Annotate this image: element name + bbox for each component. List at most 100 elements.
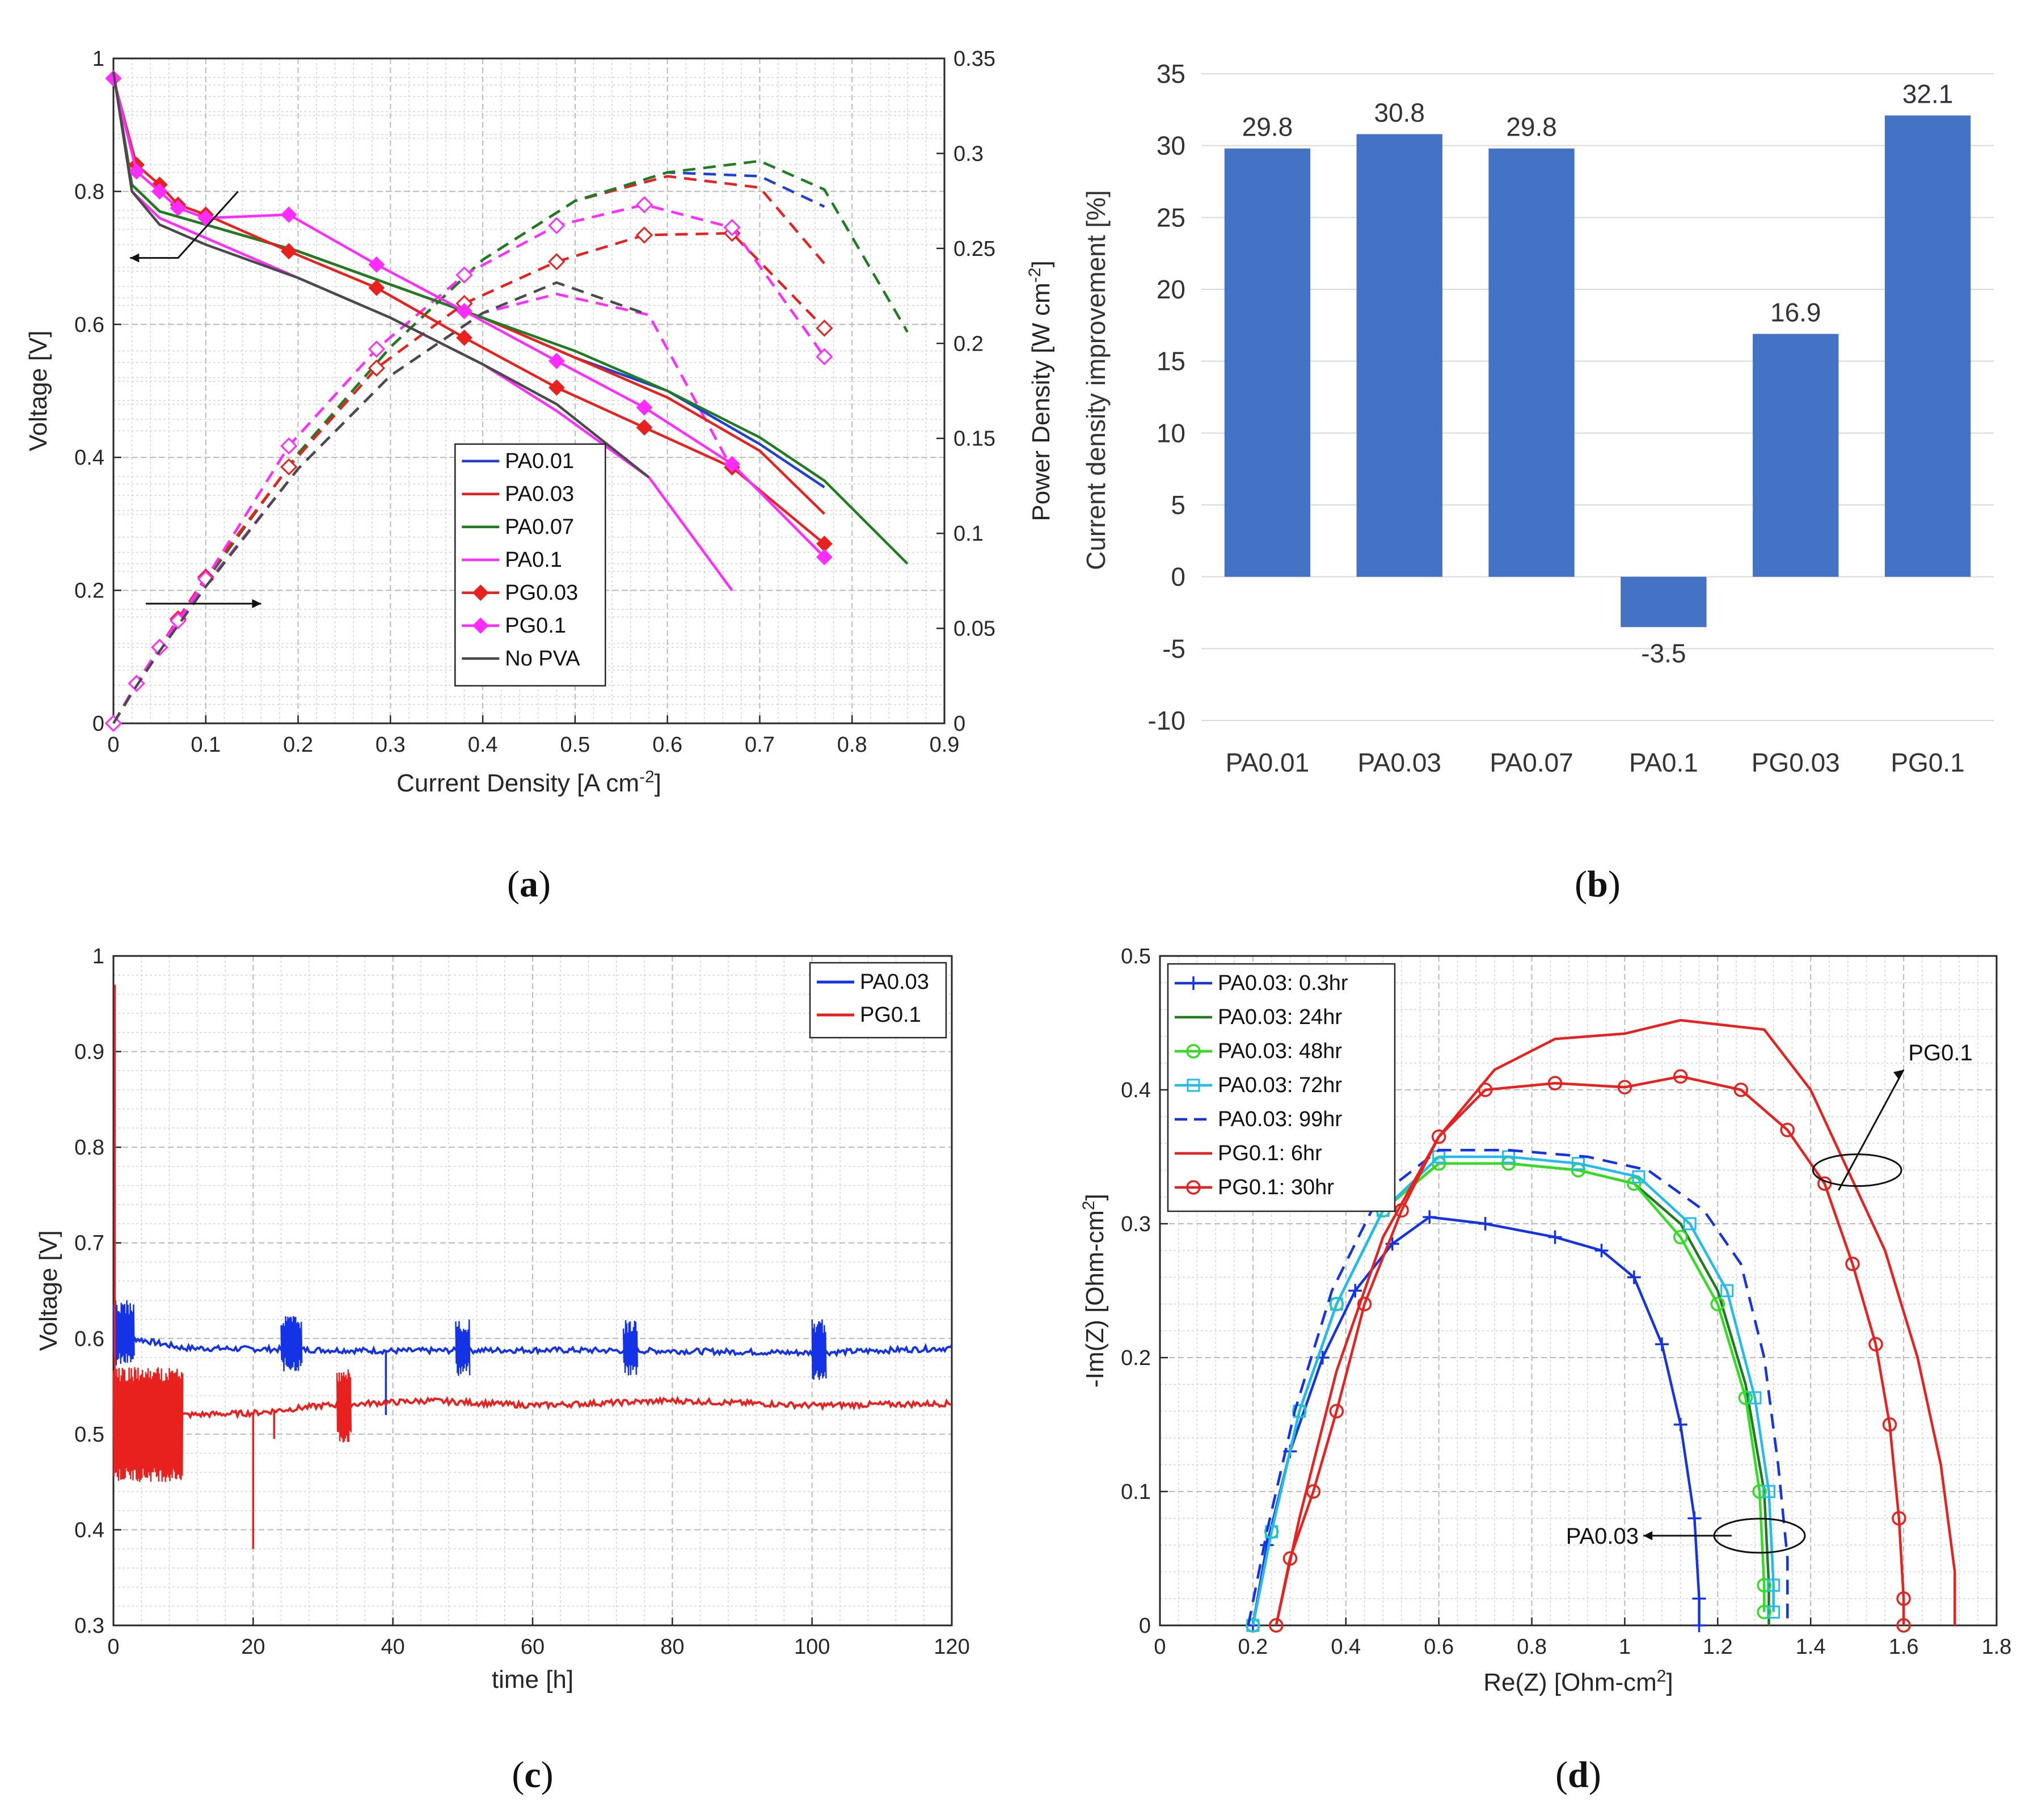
- bar-value-label: 32.1: [1902, 79, 1953, 108]
- caption-letter: a: [520, 863, 538, 905]
- panel-d-legend-label: PA0.03: 99hr: [1218, 1107, 1342, 1131]
- panel-a-power-marker: [368, 359, 386, 377]
- panel-d-xtick-label: 0.8: [1517, 1635, 1547, 1659]
- panel-c-legend-label: PA0.03: [860, 970, 929, 994]
- panel-d-marker: [1627, 1270, 1641, 1284]
- panel-c-xtick-label: 60: [521, 1635, 545, 1659]
- panel-b-ytick-label: -5: [1162, 634, 1185, 663]
- panel-c-ytick-label: 0.3: [74, 1614, 104, 1638]
- panel-d-marker: [1687, 1511, 1702, 1526]
- panel-d-legend-label: PA0.03: 48hr: [1218, 1039, 1342, 1063]
- panel-a-xlabel-end: ]: [655, 769, 661, 797]
- panel-d-marker: [1673, 1418, 1687, 1431]
- panel-a-ytick-label: 0.8: [74, 180, 104, 204]
- panel-a-voltage-marker: [280, 243, 297, 260]
- panel-a-ytick-label: 1: [92, 47, 104, 71]
- panel-d-marker: [1423, 1210, 1437, 1224]
- panel-c-legend: PA0.03 PG0.1: [809, 962, 947, 1039]
- panel-a-power-marker: [368, 340, 386, 358]
- caption-paren: (: [1555, 1754, 1568, 1796]
- panel-a-power-PA0.1: [112, 292, 733, 724]
- panel-d-marker: [1748, 1391, 1762, 1405]
- panel-d-marker: [1594, 1244, 1609, 1258]
- panel-d-xlabel-end: ]: [1666, 1669, 1673, 1696]
- panel-d-line-PG0.1: 30hr: [1275, 1075, 1905, 1626]
- panel-d: 0 0.2 0.4 0.6 0.8 1 1.2 1.4 1.6 1.8 0 0.1 0.2 0.3 0.4 0…: [1079, 945, 2012, 1796]
- panel-a-voltage-marker: [368, 256, 385, 273]
- panel-d-xtick-label: 1.6: [1889, 1635, 1919, 1659]
- panel-a-y2label: Power Density [W cm-2]: [1026, 260, 1056, 521]
- pa003-label: PA0.03: [1566, 1524, 1639, 1549]
- bar-PA0.1: [1621, 576, 1707, 627]
- panel-b-ytick-label: 20: [1157, 275, 1185, 304]
- panel-d-marker: [1548, 1230, 1562, 1244]
- panel-a-voltage-marker: [636, 419, 653, 436]
- panel-a-y2tick-label: 0.35: [953, 47, 995, 71]
- panel-c-ytick-label: 0.5: [74, 1423, 104, 1447]
- panel-a-minor-grid: [113, 58, 944, 723]
- panel-d-marker: [1710, 1296, 1725, 1312]
- panel-d-marker: [1330, 1297, 1343, 1311]
- panel-a-voltage-marker: [548, 379, 565, 396]
- panel-d-xlabel-sup: 2: [1657, 1667, 1666, 1686]
- panel-c-xtick-label: 80: [660, 1635, 684, 1659]
- panel-d-ytick-label: 0.5: [1121, 945, 1151, 968]
- panel-a-xtick-label: 0.1: [191, 733, 221, 757]
- bar-PA0.01: [1224, 148, 1311, 577]
- panel-a-power-marker: [280, 437, 298, 455]
- panel-a-xtick-label: 0.4: [468, 733, 498, 757]
- panel-c-caption: (c): [512, 1754, 553, 1796]
- panel-a-ytick-label: 0.4: [74, 446, 104, 470]
- panel-a-legend: PA0.01 PA0.03 PA0.07 PA0.1 PG0.03 PG0.1 No PVA: [454, 443, 606, 687]
- panel-a-voltage-marker: [170, 200, 187, 217]
- power-arrow-head: [252, 599, 261, 609]
- panel-d-xtick-label: 0.6: [1424, 1635, 1454, 1659]
- panel-d-xtick-label: 1.8: [1982, 1635, 2012, 1659]
- panel-a-y2tick-label: 0.15: [953, 427, 995, 451]
- panel-d-xtick-label: 1: [1619, 1635, 1631, 1659]
- panel-d-marker: [1478, 1082, 1493, 1097]
- panel-d-legend-label: PA0.03: 0.3hr: [1218, 971, 1348, 995]
- panel-c-ytick-label: 0.9: [74, 1040, 104, 1064]
- panel-a-power-No PVA: [112, 281, 649, 724]
- panel-a-power-marker: [816, 319, 833, 337]
- panel-a-voltage-marker: [128, 163, 145, 180]
- panel-b-ylabel: Current density improvement [%]: [1081, 190, 1111, 570]
- panel-b-ytick-label: 15: [1157, 347, 1185, 376]
- panel-d-legend-marker: [1187, 1078, 1200, 1092]
- panel-a-y2tick-label: 0.05: [953, 617, 995, 641]
- panel-b-ytick-label: 5: [1171, 490, 1185, 520]
- panel-a-legend-label: PA0.07: [505, 515, 574, 539]
- panel-a-caption: (a): [507, 863, 551, 905]
- panel-c-ytick-label: 0.6: [74, 1327, 104, 1351]
- panel-b-ytick-label: 25: [1157, 203, 1185, 232]
- panel-d-ytick-label: 0: [1139, 1614, 1151, 1638]
- panel-a-voltage-marker: [816, 549, 833, 566]
- panel-d-legend-label: PA0.03: 24hr: [1218, 1005, 1342, 1029]
- panel-d-legend-marker: [1187, 976, 1200, 990]
- panel-a-power-PA0.07: [112, 159, 909, 724]
- panel-d-line-PA0.03: 0.3hr: [1251, 1215, 1701, 1626]
- panel-d-marker: [1767, 1578, 1780, 1592]
- panel-d-axes-box: [1159, 955, 1998, 1627]
- panel-a-voltage-marker: [548, 352, 565, 369]
- panel-c-burst-PG0.1: [112, 1367, 184, 1482]
- panel-d-marker: [1752, 1484, 1767, 1499]
- panel-d-marker: [1767, 1605, 1780, 1619]
- bar-value-label: 29.8: [1506, 112, 1557, 142]
- panel-d-caption: (d): [1555, 1754, 1601, 1796]
- panel-d-marker: [1617, 1080, 1632, 1095]
- panel-d-legend: PA0.03: 0.3hr PA0.03: 24hr PA0.03: 48hr PA0…: [1167, 963, 1396, 1212]
- panel-d-marker: [1757, 1604, 1772, 1620]
- panel-d-ylabel-main: -Im(Z) [Ohm-cm: [1081, 1210, 1109, 1388]
- panel-b-ytick-label: 0: [1171, 562, 1185, 592]
- panel-d-legend-marker: [1186, 1180, 1201, 1195]
- caption-paren: ): [538, 863, 551, 905]
- panel-d-marker: [1673, 1069, 1688, 1084]
- panel-a-legend-label: PA0.01: [505, 449, 574, 473]
- pg01-arrow: [1838, 1069, 1905, 1191]
- panel-a-y2tick-label: 0.2: [953, 332, 984, 356]
- caption-letter: d: [1568, 1754, 1589, 1796]
- pa003-arrow-head: [1643, 1531, 1653, 1540]
- panel-a-voltage-marker: [636, 399, 653, 416]
